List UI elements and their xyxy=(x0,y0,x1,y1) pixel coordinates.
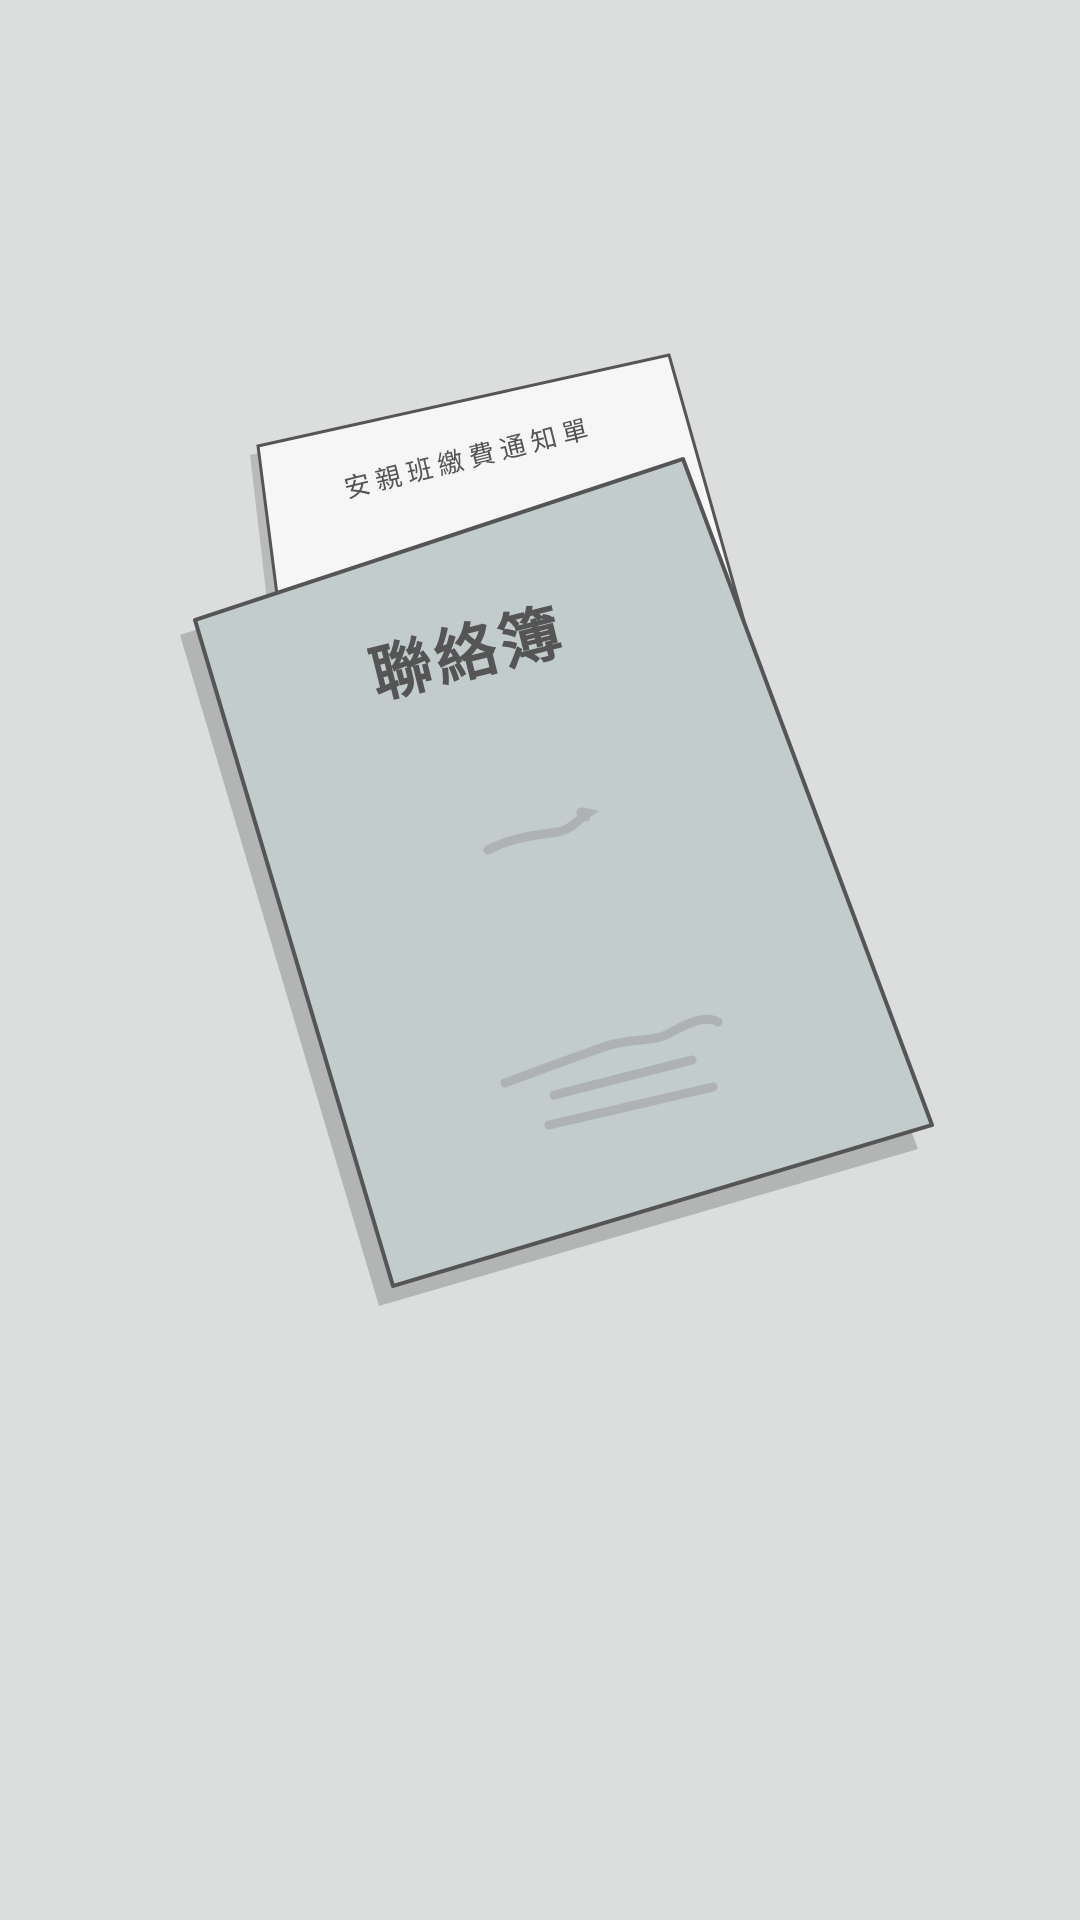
contact-book-cover xyxy=(193,457,934,1288)
cover-scribbles xyxy=(483,807,723,1130)
scribble-line xyxy=(544,1082,718,1130)
scribble-line xyxy=(549,1055,697,1100)
contact-book: 聯絡簿 xyxy=(180,457,934,1306)
scribble-line xyxy=(500,1014,723,1088)
scribble-line xyxy=(483,807,599,855)
